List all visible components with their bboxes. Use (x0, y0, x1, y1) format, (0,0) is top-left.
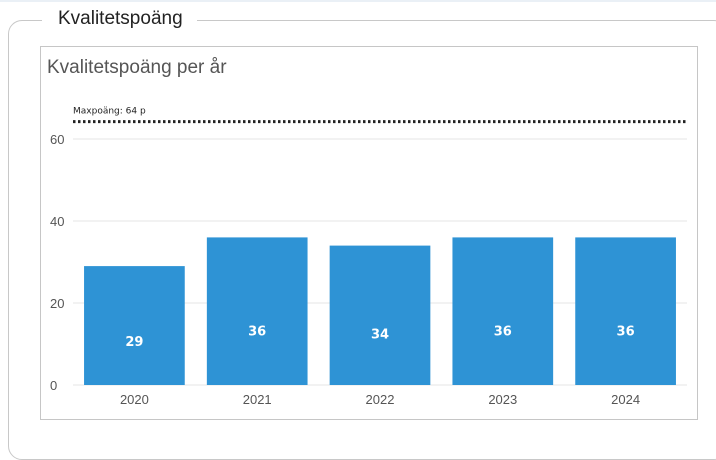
bar (452, 237, 554, 385)
bar-data-label: 34 (371, 327, 389, 342)
bar-data-label: 29 (125, 335, 143, 350)
bar-data-label: 36 (494, 324, 512, 339)
x-tick-label: 2022 (366, 392, 395, 407)
y-tick-label: 0 (50, 378, 57, 393)
bar (206, 237, 308, 385)
chart-title: Kvalitetspoäng per år (47, 57, 227, 78)
max-score-label: Maxpoäng: 64 p (73, 107, 146, 117)
top-rule (0, 0, 716, 2)
bar (84, 266, 185, 385)
bar-data-label: 36 (248, 324, 266, 339)
x-tick-label: 2023 (488, 392, 517, 407)
bar-chart: 0 20 40 60 29 2020 36 2021 34 2022 36 2023 36 2024 Max… (50, 107, 687, 407)
y-tick-label: 60 (50, 132, 64, 147)
x-tick-label: 2021 (243, 392, 272, 407)
group-title: Kvalitetspoäng (42, 6, 197, 32)
y-tick-label: 40 (50, 214, 64, 229)
bar (329, 245, 431, 385)
x-tick-label: 2020 (120, 392, 149, 407)
x-tick-label: 2024 (611, 392, 640, 407)
y-tick-label: 20 (50, 296, 64, 311)
chart-panel: Kvalitetspoäng per år 0 20 40 60 29 2020 36 202… (40, 46, 698, 420)
bar (575, 237, 676, 385)
bar-data-label: 36 (617, 324, 635, 339)
